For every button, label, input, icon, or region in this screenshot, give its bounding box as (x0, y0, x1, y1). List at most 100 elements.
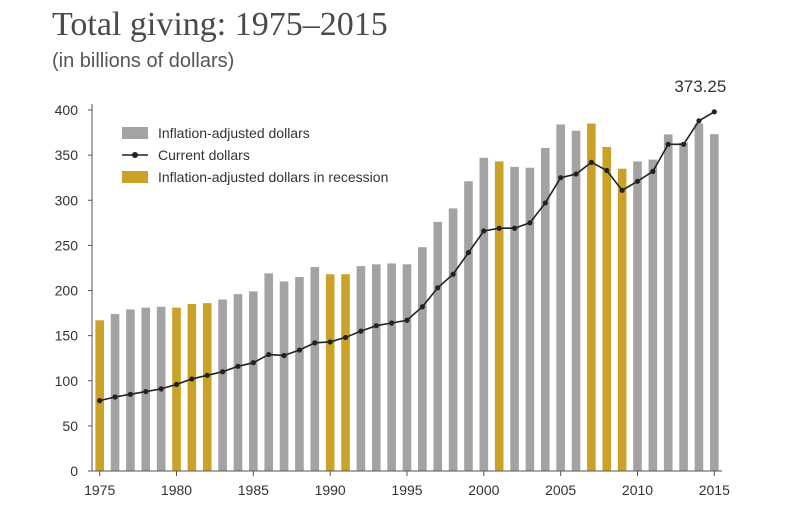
y-tick-label-0: 0 (70, 463, 78, 479)
bar-1987 (279, 281, 289, 471)
bar-2007 (587, 123, 596, 471)
y-tick-label-250: 250 (55, 237, 79, 253)
legend-swatch-dot (132, 152, 138, 158)
current-dollars-point-1987 (281, 352, 287, 359)
bar-2013 (679, 142, 688, 472)
annotation-label-0: 373.25 (674, 77, 726, 96)
current-dollars-point-2004 (542, 200, 548, 206)
legend-label-2: Inflation-adjusted dollars in recession (158, 169, 388, 185)
x-tick-label-1980: 1980 (161, 482, 192, 498)
bar-1992 (356, 266, 366, 471)
current-dollars-point-2006 (573, 171, 579, 177)
x-tick-label-2010: 2010 (622, 482, 653, 498)
bar-1989 (310, 267, 320, 471)
x-tick-label-1990: 1990 (315, 482, 346, 498)
current-dollars-point-2014 (696, 118, 702, 124)
x-tick-label-1975: 1975 (84, 482, 115, 498)
y-tick-label-50: 50 (62, 418, 78, 434)
bar-1981 (187, 304, 197, 471)
current-dollars-point-1978 (143, 388, 149, 395)
current-dollars-point-1975 (97, 398, 103, 404)
x-tick-label-2005: 2005 (545, 482, 576, 498)
legend-label-1: Current dollars (158, 147, 250, 163)
bar-2010 (633, 161, 642, 471)
bar-1999 (464, 181, 473, 472)
current-dollars-point-1989 (312, 340, 318, 346)
bar-1991 (341, 274, 350, 471)
bar-2002 (510, 166, 519, 472)
current-dollars-point-1983 (220, 369, 226, 375)
current-dollars-point-2003 (527, 220, 533, 226)
current-dollars-point-1980 (173, 381, 180, 387)
x-tick-label-2015: 2015 (699, 482, 730, 498)
x-tick-label-2000: 2000 (468, 482, 499, 498)
current-dollars-point-1996 (419, 304, 425, 310)
current-dollars-point-2001 (496, 225, 502, 231)
legend-label-0: Inflation-adjusted dollars (158, 125, 310, 141)
bar-2014 (694, 123, 704, 471)
bar-1977 (126, 309, 135, 471)
current-dollars-point-1998 (450, 271, 456, 277)
current-dollars-point-1993 (373, 323, 379, 329)
current-dollars-point-2013 (680, 141, 687, 147)
bar-1985 (249, 291, 258, 471)
current-dollars-point-1997 (435, 285, 441, 291)
current-dollars-point-2007 (588, 159, 594, 165)
bar-2015 (710, 134, 719, 471)
bar-1997 (433, 221, 443, 471)
bar-1980 (172, 307, 181, 471)
x-tick-label-1985: 1985 (238, 482, 269, 498)
y-tick-label-100: 100 (55, 373, 79, 389)
bar-1983 (218, 299, 227, 471)
bar-2012 (663, 134, 673, 471)
bar-1984 (233, 294, 243, 471)
bar-2006 (571, 130, 581, 471)
bar-1994 (387, 263, 396, 471)
current-dollars-point-2005 (558, 175, 564, 181)
current-dollars-point-1984 (235, 363, 241, 369)
current-dollars-point-2000 (481, 228, 487, 234)
bar-2005 (556, 124, 565, 471)
bar-2003 (525, 167, 535, 471)
current-dollars-point-1981 (189, 376, 195, 382)
bar-1976 (110, 313, 120, 471)
y-tick-label-200: 200 (55, 283, 79, 299)
current-dollars-point-2011 (650, 168, 656, 174)
bar-1995 (402, 264, 412, 471)
bar-2001 (494, 161, 504, 471)
current-dollars-point-2015 (711, 109, 717, 115)
y-tick-label-400: 400 (55, 102, 79, 118)
legend-swatch-0 (122, 127, 148, 139)
current-dollars-point-2009 (619, 187, 625, 193)
current-dollars-point-2012 (665, 141, 671, 147)
bar-1993 (371, 264, 381, 471)
bar-2009 (617, 168, 627, 471)
current-dollars-point-1990 (327, 339, 333, 345)
current-dollars-point-1979 (158, 386, 164, 392)
legend-swatch-2 (122, 171, 148, 183)
current-dollars-point-1986 (266, 351, 272, 358)
bar-1982 (202, 303, 212, 471)
chart-subtitle: (in billions of dollars) (52, 50, 235, 72)
bar-1988 (295, 276, 304, 471)
current-dollars-point-1992 (358, 328, 364, 334)
bar-1998 (448, 208, 458, 471)
current-dollars-point-2008 (604, 167, 610, 174)
bar-1990 (325, 274, 335, 471)
x-tick-label-1995: 1995 (391, 482, 422, 498)
current-dollars-point-1991 (342, 334, 349, 341)
current-dollars-point-1988 (296, 347, 303, 353)
current-dollars-point-1977 (127, 391, 134, 397)
current-dollars-point-1985 (250, 360, 256, 366)
y-tick-label-300: 300 (55, 192, 79, 208)
chart-title: Total giving: 1975–2015 (52, 6, 388, 43)
bar-2004 (540, 147, 550, 471)
current-dollars-point-2002 (511, 225, 518, 231)
bar-1975 (95, 320, 104, 471)
current-dollars-point-1982 (204, 372, 210, 378)
y-tick-label-150: 150 (55, 328, 79, 344)
bar-1996 (418, 247, 427, 471)
current-dollars-point-1994 (389, 320, 395, 326)
